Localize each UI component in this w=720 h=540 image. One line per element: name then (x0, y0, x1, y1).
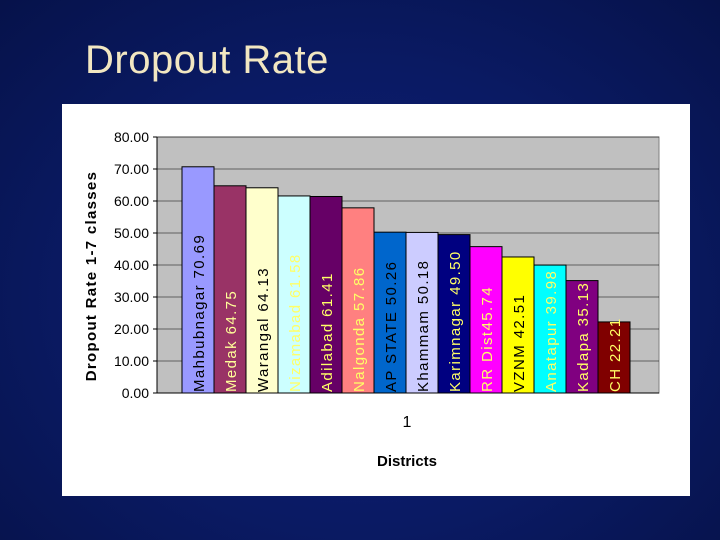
slide-title: Dropout Rate (85, 38, 329, 82)
y-tick-label: 20.00 (114, 321, 149, 337)
bar-data-label: Anatapur 39.98 (543, 270, 560, 392)
bar-data-label: Mahbubnagar 70.69 (191, 234, 208, 392)
y-tick-label: 50.00 (114, 225, 149, 241)
y-tick-label: 80.00 (114, 129, 149, 145)
bar (277, 195, 311, 394)
bar (565, 280, 599, 394)
bar-data-label: Khammam 50.18 (415, 260, 432, 392)
bar-data-label: VZNM 42.51 (511, 294, 528, 392)
bar-data-label: AP STATE 50.26 (383, 261, 400, 392)
bar-data-label: Nizamabad 61.58 (287, 253, 304, 392)
bar-data-label: Kadapa 35.13 (575, 282, 592, 392)
x-category-label: 1 (403, 414, 412, 431)
y-tick-label: 10.00 (114, 353, 149, 369)
bar-data-label: Medak 64.75 (223, 290, 240, 392)
bar-data-label: Karimnagar 49.50 (447, 250, 464, 392)
bar (437, 234, 471, 394)
bar-data-label: CH 22.21 (607, 317, 624, 392)
y-tick-label: 30.00 (114, 289, 149, 305)
chart-panel: 0.00 10.00 20.00 30.00 40.00 50.00 60.00 70.00 8… (62, 104, 690, 496)
bar-data-label: Warangal 64.13 (255, 267, 272, 392)
y-axis-ticks: 0.00 10.00 20.00 30.00 40.00 50.00 60.00 70.00 8… (114, 129, 157, 401)
bar-data-label: RR Dist45.74 (479, 286, 496, 392)
bar (597, 321, 631, 394)
bar-data-label: Nalgonda 57.86 (351, 266, 368, 392)
bar (501, 256, 535, 394)
bar (469, 246, 503, 394)
y-tick-label: 0.00 (122, 385, 149, 401)
bar (341, 207, 375, 394)
bar (373, 231, 407, 394)
bar (405, 231, 439, 394)
bars: Mahbubnagar 70.69 Medak 64.75 Warangal 64.… (181, 166, 631, 394)
bar (213, 185, 247, 394)
x-axis-title: Districts (377, 453, 437, 470)
bar (533, 264, 567, 394)
y-tick-label: 70.00 (114, 161, 149, 177)
y-axis-title: Dropout Rate 1-7 classes (83, 171, 100, 381)
y-tick-label: 40.00 (114, 257, 149, 273)
bar-chart: 0.00 10.00 20.00 30.00 40.00 50.00 60.00 70.00 8… (83, 129, 660, 470)
bar (181, 166, 215, 394)
y-tick-label: 60.00 (114, 193, 149, 209)
bar-data-label: Adilabad 61.41 (319, 272, 336, 392)
bar (245, 187, 279, 394)
bar (309, 195, 343, 394)
